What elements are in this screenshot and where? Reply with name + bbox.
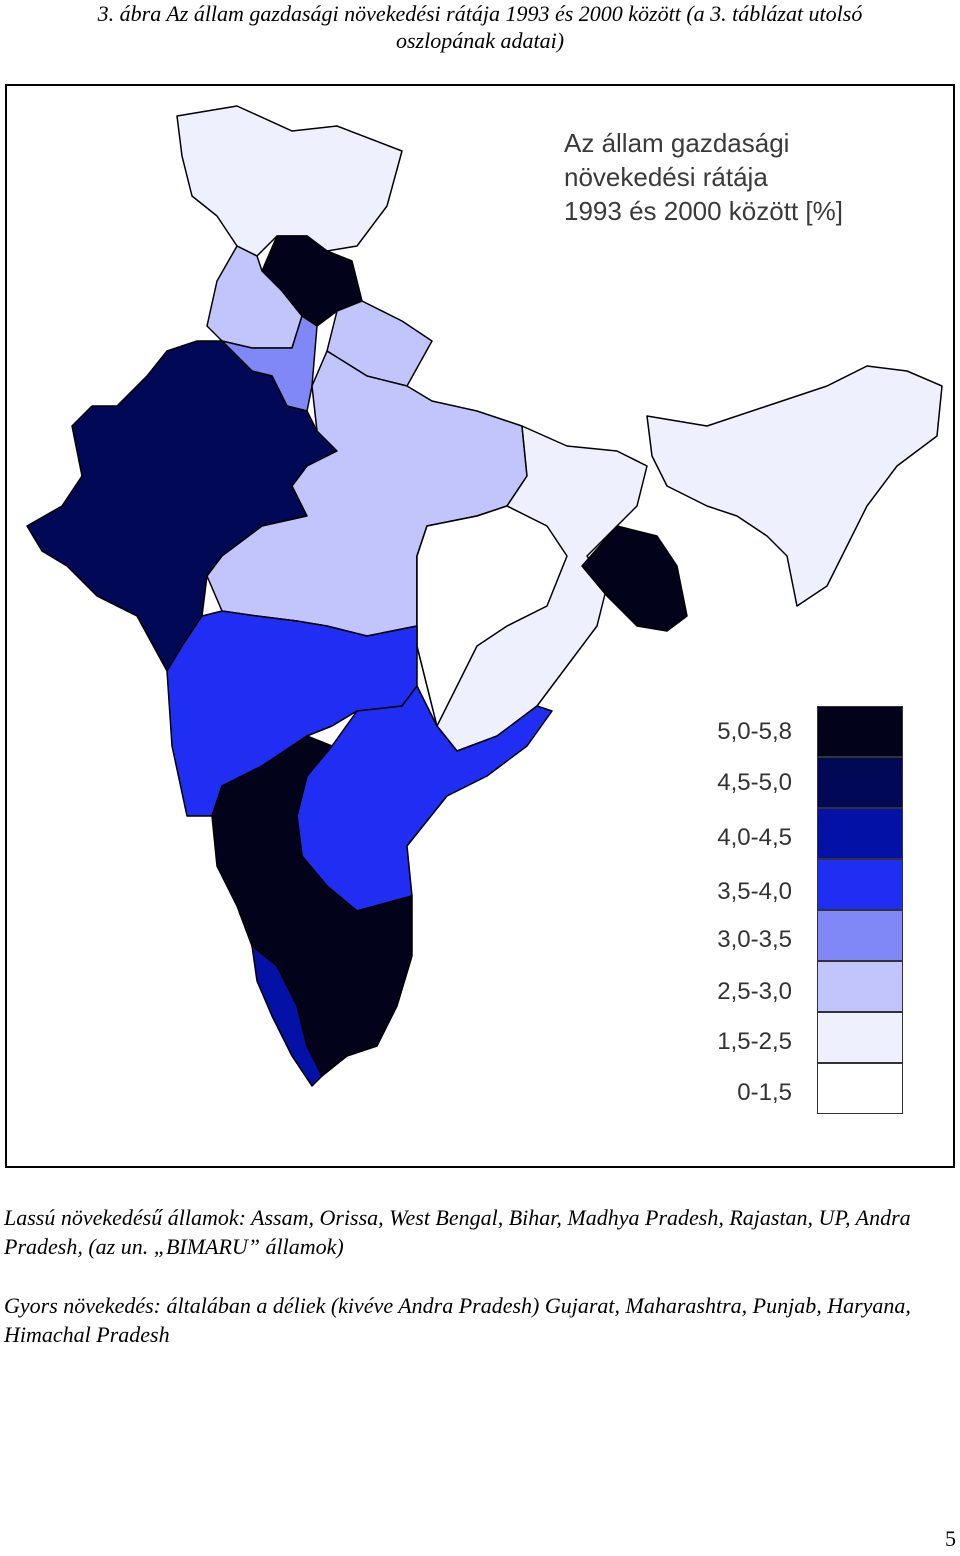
map-title: Az állam gazdasági növekedési rátája 199… <box>564 126 843 228</box>
region-northeast <box>646 365 943 607</box>
map-title-line-3: 1993 és 2000 között [%] <box>564 196 843 226</box>
legend-swatch <box>817 757 903 808</box>
legend-swatch <box>817 859 903 910</box>
region-chhattisgarh <box>416 505 568 727</box>
map-title-line-2: növekedési rátája <box>564 162 768 192</box>
legend-swatch <box>817 910 903 961</box>
legend-swatch <box>817 808 903 859</box>
legend-label: 2,5-3,0 <box>717 978 792 1005</box>
legend-label: 4,5-5,0 <box>717 769 792 796</box>
caption-line-1: 3. ábra Az állam gazdasági növekedési rá… <box>97 1 863 26</box>
legend-label: 1,5-2,5 <box>717 1028 792 1055</box>
legend-label: 3,5-4,0 <box>717 878 792 905</box>
page-number: 5 <box>945 1526 956 1551</box>
india-map <box>26 105 943 1087</box>
legend-label: 3,0-3,5 <box>717 926 792 953</box>
slow-growth-paragraph: Lassú növekedésű államok: Assam, Orissa,… <box>4 1205 911 1259</box>
legend-swatch <box>817 1063 903 1114</box>
figure-frame: Az állam gazdasági növekedési rátája 199… <box>5 84 955 1168</box>
legend-swatch <box>817 706 903 757</box>
figure-caption: 3. ábra Az állam gazdasági növekedési rá… <box>0 0 960 54</box>
region-west-bengal <box>581 525 688 632</box>
legend-label: 4,0-4,5 <box>717 824 792 851</box>
map-title-line-1: Az állam gazdasági <box>564 128 790 158</box>
legend-swatch <box>817 961 903 1012</box>
legend-swatch <box>817 1012 903 1063</box>
region-jammu-kashmir <box>176 105 403 257</box>
region-kerala <box>251 945 323 1087</box>
legend-label: 5,0-5,8 <box>717 718 792 745</box>
legend-label: 0-1,5 <box>737 1079 792 1106</box>
caption-line-2: oszlopának adatai) <box>395 28 565 53</box>
fast-growth-paragraph: Gyors növekedés: általában a déliek (kiv… <box>4 1293 911 1347</box>
